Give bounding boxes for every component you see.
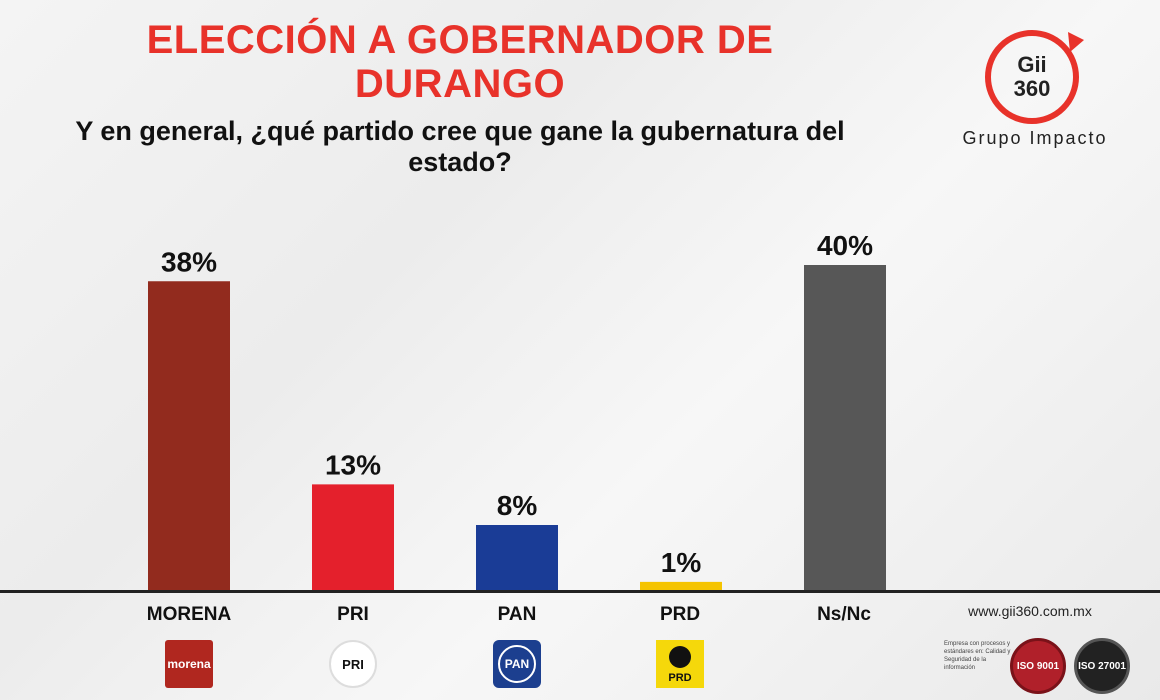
logo-text-top: Gii [1017, 52, 1046, 77]
category-label-pan: PAN [497, 604, 537, 625]
prd-sun-icon [669, 646, 691, 668]
bar-morena [148, 281, 230, 590]
brand-name: Grupo Impacto [962, 128, 1108, 148]
category-label-pri: PRI [337, 604, 369, 625]
category-label-prd: PRD [659, 604, 701, 625]
pan-logo-text: PAN [498, 645, 536, 683]
chart-baseline [0, 590, 1160, 593]
logo-text-bottom: 360 [1014, 76, 1051, 101]
value-label-pan: 8% [497, 490, 538, 521]
logo-arrow-icon [1068, 32, 1084, 52]
category-label-morena: MORENA [146, 604, 232, 625]
prd-logo-icon: PRD [656, 640, 704, 688]
certification-text: Empresa con procesos y estándares en: Ca… [944, 641, 1011, 671]
prd-logo-text: PRD [668, 672, 692, 684]
value-label-pri: 13% [325, 449, 381, 480]
bar-prd [640, 581, 722, 590]
gii360-logo: Gii 360 [985, 30, 1084, 124]
website-link[interactable]: www.gii360.com.mx [968, 603, 1092, 619]
chart-subtitle: Y en general, ¿qué partido cree que gane… [75, 116, 845, 177]
category-label-nsnc: Ns/Nc [817, 604, 871, 625]
pan-logo-icon: PAN [493, 640, 541, 688]
iso-27001-badge: ISO 27001 [1074, 638, 1130, 694]
bar-nsnc [804, 265, 886, 590]
logo-ring-icon [985, 30, 1079, 124]
value-label-morena: 38% [161, 246, 217, 277]
pri-logo-icon: PRI [329, 640, 377, 688]
iso-9001-badge: ISO 9001 [1010, 638, 1066, 694]
pri-logo-text: PRI [342, 656, 364, 672]
morena-logo-text: morena [167, 657, 211, 671]
bar-pri [312, 484, 394, 590]
chart-title: ELECCIÓN A GOBERNADOR DE DURANGO [146, 18, 774, 106]
value-label-prd: 1% [661, 547, 702, 578]
value-label-nsnc: 40% [817, 230, 873, 261]
bar-pan [476, 525, 558, 590]
morena-logo-icon: morena [165, 640, 213, 688]
